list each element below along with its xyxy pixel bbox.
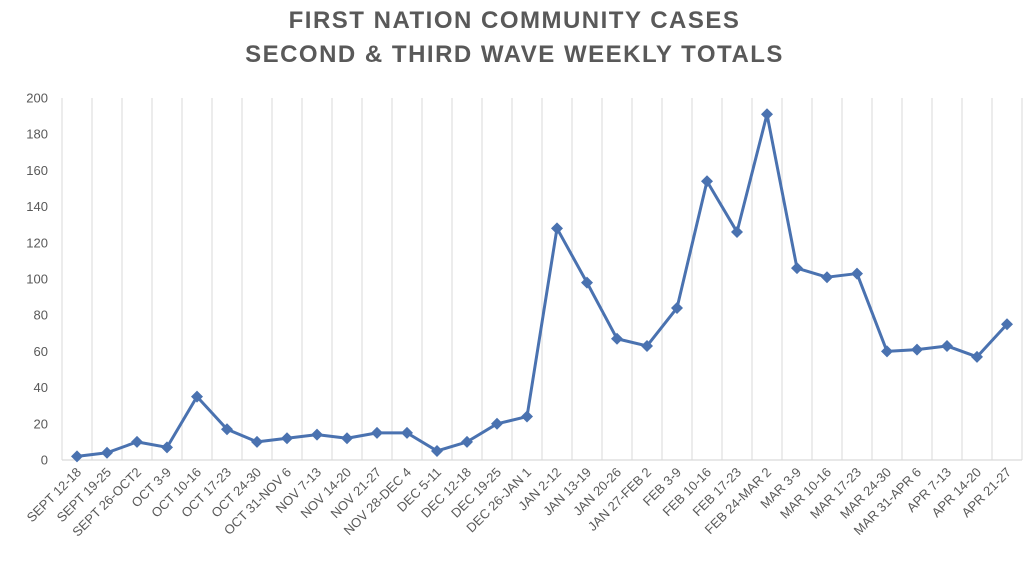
data-point-marker: [611, 332, 623, 345]
data-point-marker: [431, 444, 443, 457]
data-point-marker: [731, 225, 743, 238]
data-point-marker: [881, 345, 893, 358]
data-point-marker: [971, 350, 983, 363]
data-point-marker: [191, 390, 203, 403]
y-tick-label: 140: [26, 199, 48, 214]
series-cases: [71, 108, 1013, 463]
data-point-marker: [461, 435, 473, 448]
data-point-marker: [251, 435, 263, 448]
data-point-marker: [491, 417, 503, 430]
data-point-marker: [851, 267, 863, 280]
y-axis-tick-labels: 0 20 40 60 80 100 120 140 160 180 200: [26, 91, 48, 468]
data-point-marker: [131, 435, 143, 448]
y-tick-label: 200: [26, 91, 48, 106]
data-point-marker: [521, 410, 533, 423]
y-tick-label: 60: [34, 344, 48, 359]
data-point-marker: [941, 339, 953, 352]
data-point-marker: [401, 426, 413, 439]
data-point-marker: [221, 423, 233, 436]
chart-title-line-1: FIRST NATION COMMUNITY CASES: [288, 7, 741, 34]
data-point-marker: [311, 428, 323, 441]
data-point-marker: [821, 271, 833, 284]
y-tick-label: 100: [26, 272, 48, 287]
data-point-marker: [371, 426, 383, 439]
y-tick-label: 160: [26, 163, 48, 178]
y-tick-label: 120: [26, 235, 48, 250]
y-tick-label: 180: [26, 127, 48, 142]
y-tick-label: 40: [34, 380, 48, 395]
data-point-marker: [1001, 318, 1013, 331]
data-point-marker: [341, 432, 353, 445]
chart-title-line-2: SECOND & THIRD WAVE WEEKLY TOTALS: [245, 41, 784, 68]
data-point-marker: [701, 175, 713, 188]
y-tick-label: 0: [41, 453, 48, 468]
data-point-marker: [791, 262, 803, 275]
data-point-marker: [641, 339, 653, 352]
data-point-marker: [161, 441, 173, 454]
data-point-marker: [551, 222, 563, 235]
data-point-marker: [581, 276, 593, 289]
data-point-marker: [281, 432, 293, 445]
chart-title: FIRST NATION COMMUNITY CASES SECOND & TH…: [0, 4, 1029, 72]
data-point-marker: [71, 450, 83, 463]
data-point-marker: [671, 301, 683, 314]
data-point-marker: [101, 446, 113, 459]
y-tick-label: 20: [34, 416, 48, 431]
gridlines: [61, 98, 1023, 460]
y-tick-label: 80: [34, 308, 48, 323]
data-point-marker: [911, 343, 923, 356]
data-point-marker: [761, 108, 773, 121]
